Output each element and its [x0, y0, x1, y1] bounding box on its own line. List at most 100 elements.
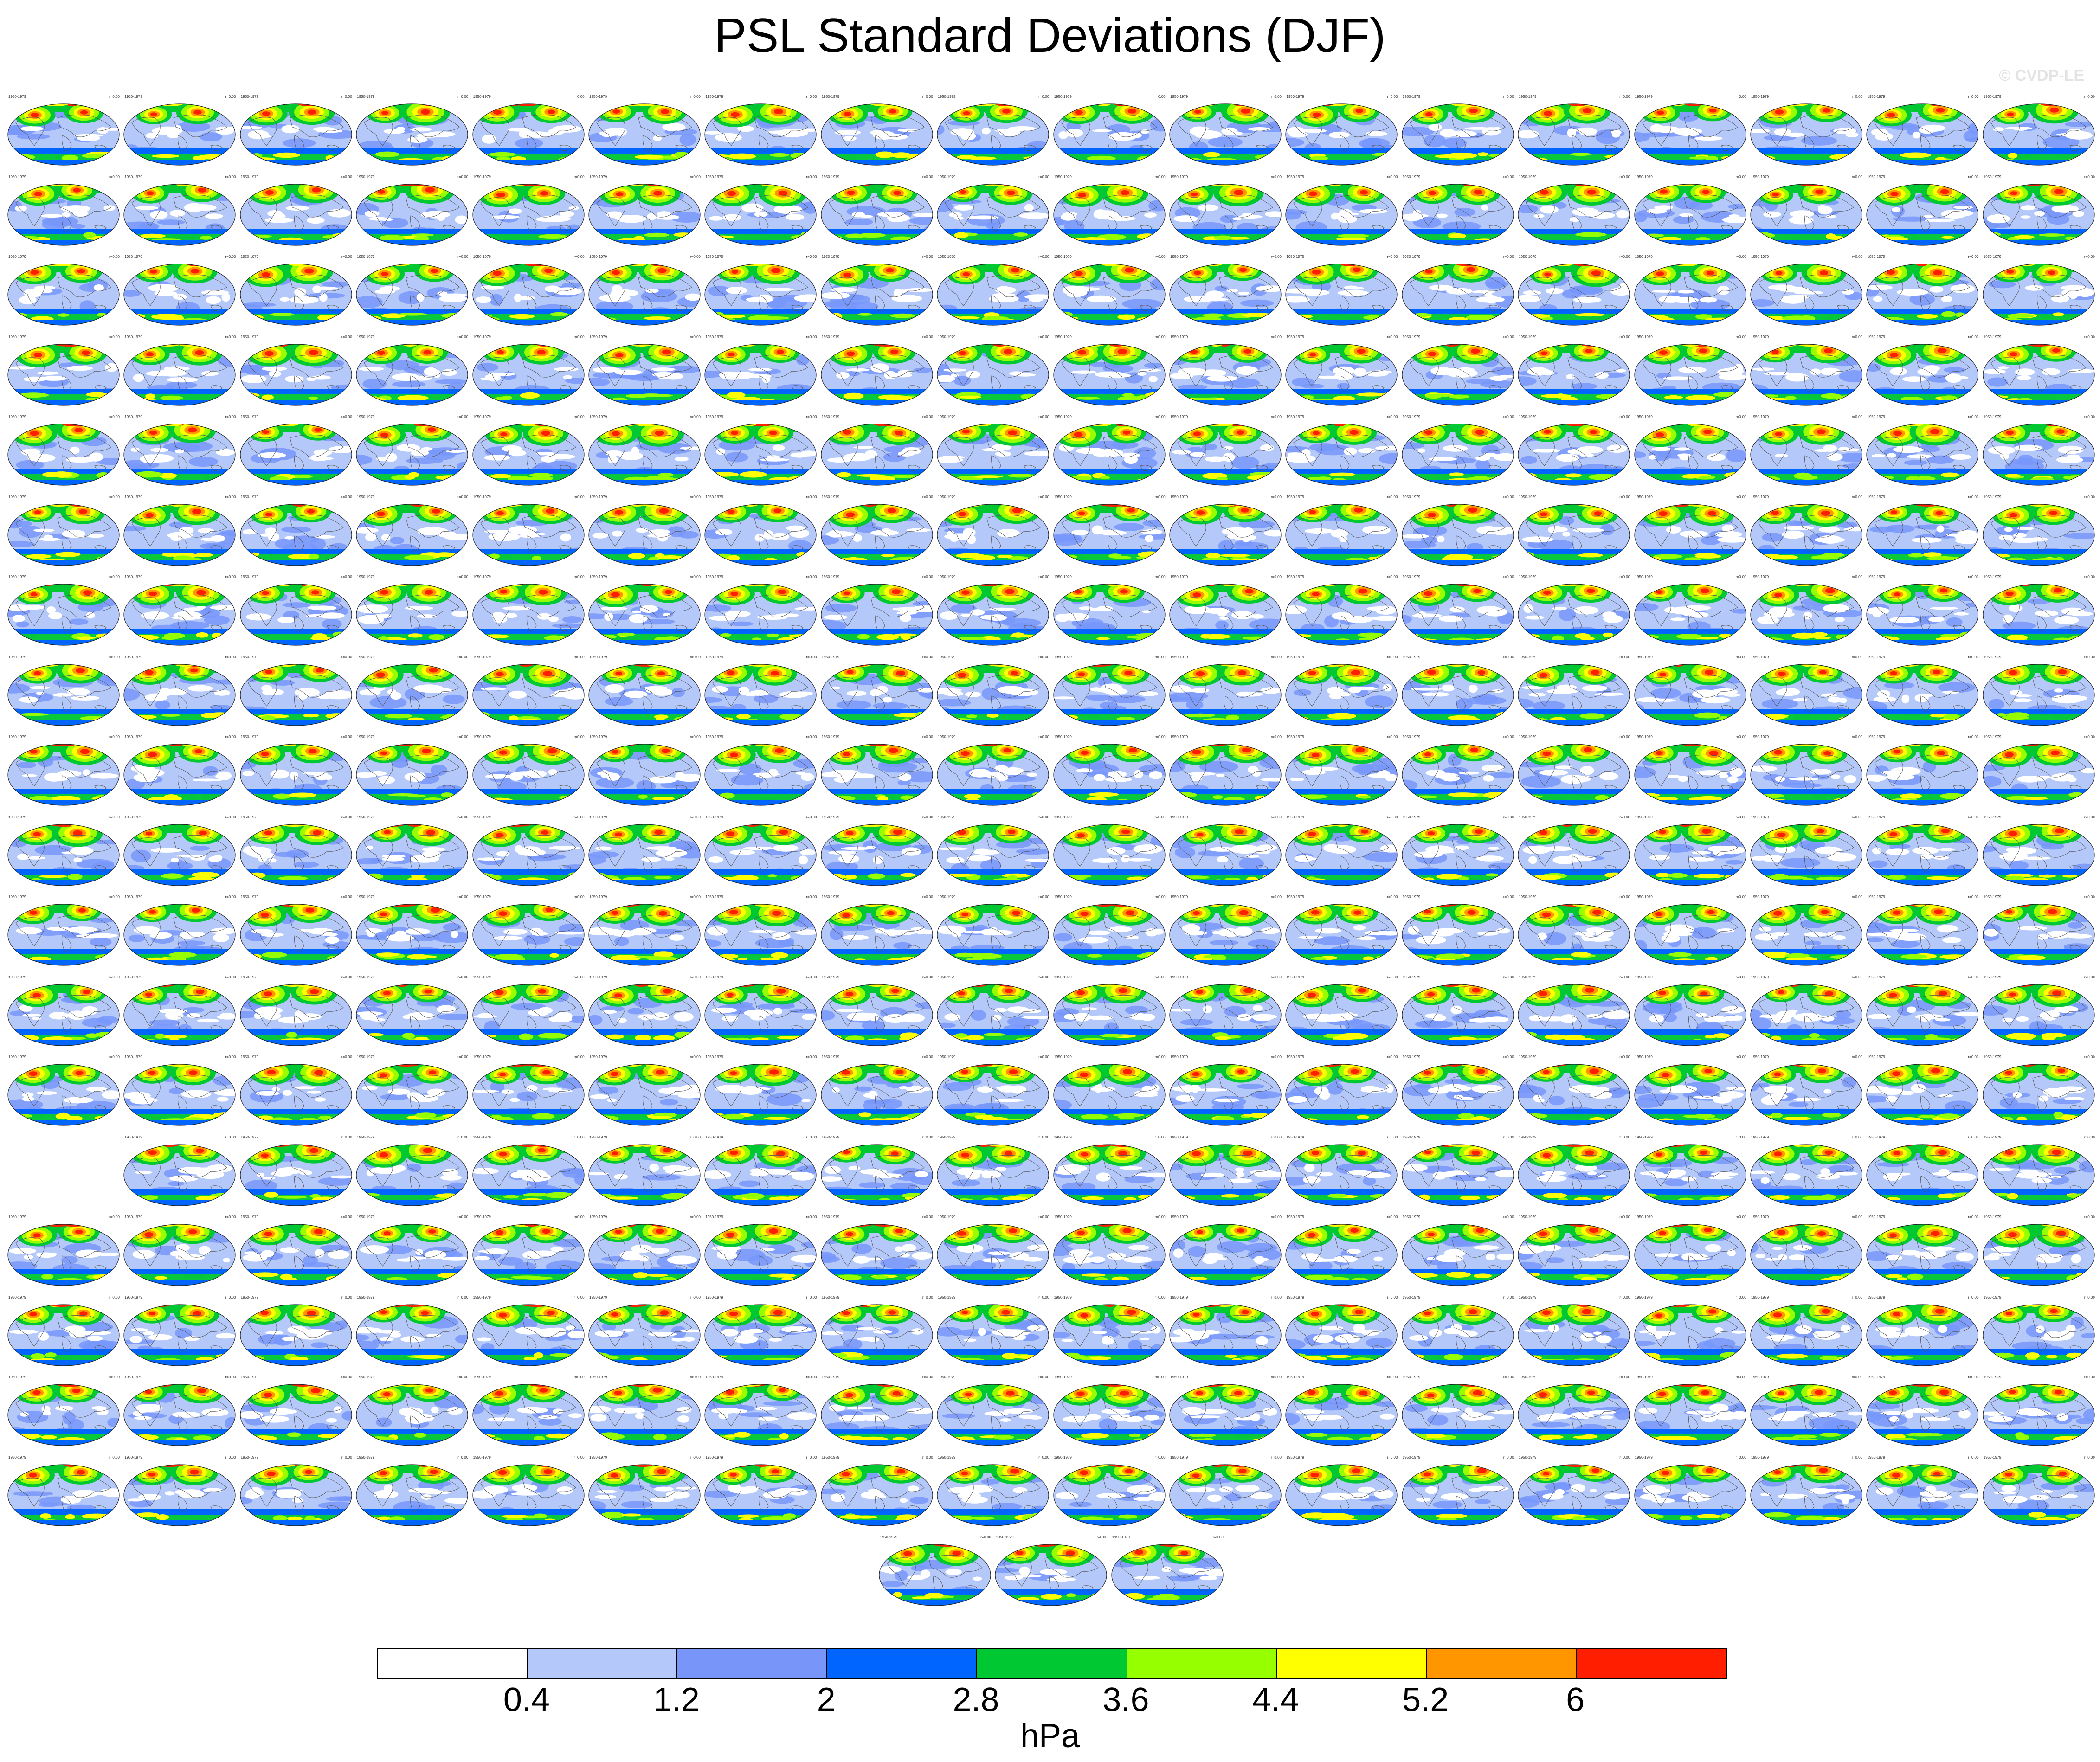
panel-stat-label: r=0.00: [1387, 255, 1398, 259]
map-svg: [1750, 503, 1862, 566]
map-svg: [123, 584, 236, 646]
map-panel: 1950-1979 r=0.00: [1982, 255, 2096, 329]
field-band: [937, 148, 1049, 154]
map-panel: 1950-1979 r=0.00: [1633, 175, 1747, 249]
field-contour: [1425, 112, 1433, 116]
field-blob: [441, 369, 457, 376]
panel-stat-label: r=0.00: [457, 95, 469, 99]
map-panel: 1950-1979 r=0.00: [1749, 335, 1863, 409]
field-blob: [148, 283, 179, 292]
field-blob: [28, 584, 43, 586]
map-panel: 1950-1979 r=0.00: [1865, 95, 1979, 169]
field-band: [1983, 388, 2094, 394]
field-blob: [17, 134, 50, 140]
panel-period-label: 1950-1979: [1983, 495, 2002, 499]
field-blob: [509, 314, 535, 319]
field-blob: [1575, 232, 1607, 237]
field-band: [8, 480, 119, 485]
coastline: [1720, 145, 1733, 151]
field-blob: [1170, 398, 1193, 402]
field-contour: [776, 349, 785, 354]
field-band: [1402, 399, 1514, 405]
field-contour: [423, 350, 432, 354]
map-outline: [1983, 183, 2095, 246]
field-blob: [1024, 204, 1034, 212]
field-contour: [1709, 108, 1717, 113]
panel-period-label: 1950-1979: [240, 255, 259, 259]
field-band: [1170, 320, 1281, 325]
field-blob: [252, 104, 266, 106]
coastline: [62, 135, 72, 151]
field-blob: [70, 446, 80, 454]
panel-stat-label: r=0.00: [341, 255, 352, 259]
field-blob: [514, 293, 522, 302]
field-band: [1053, 228, 1165, 234]
field-blob: [309, 184, 329, 186]
field-contour: [2048, 270, 2055, 275]
field-band: [1983, 424, 2094, 432]
panel-period-label: 1950-1979: [705, 334, 723, 339]
field-contour: [307, 509, 315, 514]
map-panel: 1950-1979 r=0.00: [239, 255, 353, 329]
panel-stat-label: r=0.00: [1387, 415, 1398, 419]
field-band: [1867, 160, 1978, 165]
coastline: [1920, 215, 1931, 232]
field-blob: [1451, 104, 1470, 106]
field-blob: [640, 290, 677, 302]
map-svg: [1402, 264, 1514, 326]
panel-period-label: 1950-1979: [705, 415, 723, 419]
field-band: [589, 234, 700, 240]
field-blob: [1827, 453, 1843, 461]
field-blob: [1371, 424, 1383, 426]
field-blob: [61, 154, 79, 161]
coastline: [712, 117, 742, 146]
field-blob: [338, 235, 352, 241]
panel-period-label: 1950-1979: [1170, 495, 1188, 499]
field-band: [8, 228, 119, 234]
field-blob: [1949, 104, 1968, 106]
coastline: [173, 114, 228, 137]
field-blob: [87, 534, 104, 538]
field-band: [124, 228, 236, 234]
field-blob: [553, 264, 580, 266]
field-blob: [1604, 154, 1630, 159]
field-blob: [362, 378, 387, 389]
field-blob: [788, 476, 817, 480]
field-blob: [2008, 153, 2017, 159]
field-contour: [1469, 108, 1478, 113]
field-blob: [553, 287, 582, 296]
coastline: [1451, 114, 1506, 137]
field-blob: [1965, 137, 1978, 142]
field-band: [589, 160, 700, 165]
field-blob: [1565, 473, 1582, 478]
map-svg: [1285, 343, 1398, 406]
panel-stat-label: r=0.00: [341, 334, 352, 339]
field-blob: [1402, 127, 1435, 136]
map-panel: 1950-1979 r=0.00: [1633, 255, 1747, 329]
field-contour: [959, 351, 966, 355]
map-panel: 1950-1979 r=0.00: [820, 175, 934, 249]
coastline: [1642, 197, 1671, 226]
field-band: [1634, 228, 1746, 234]
map-svg: [123, 183, 236, 246]
map-panel: 1950-1979 r=0.00: [239, 95, 353, 169]
field-blob: [1014, 344, 1037, 347]
field-blob: [1607, 444, 1628, 453]
field-contour: [1937, 347, 1947, 353]
field-band: [937, 399, 1049, 405]
field-blob: [651, 367, 676, 371]
field-band: [1518, 154, 1630, 160]
field-blob: [1820, 393, 1842, 399]
field-contour: [2010, 352, 2017, 356]
field-blob: [93, 284, 104, 291]
field-blob: [1869, 475, 1894, 480]
field-blob: [411, 233, 434, 237]
field-blob: [200, 235, 213, 240]
field-band: [240, 469, 352, 474]
field-blob: [1518, 295, 1541, 303]
field-blob: [342, 394, 352, 398]
field-contour: [1771, 510, 1779, 515]
map-panel: 1950-1979 r=0.00: [471, 495, 586, 569]
field-blob: [1264, 529, 1281, 537]
map-panel: 1950-1979 r=0.00: [1517, 495, 1631, 569]
